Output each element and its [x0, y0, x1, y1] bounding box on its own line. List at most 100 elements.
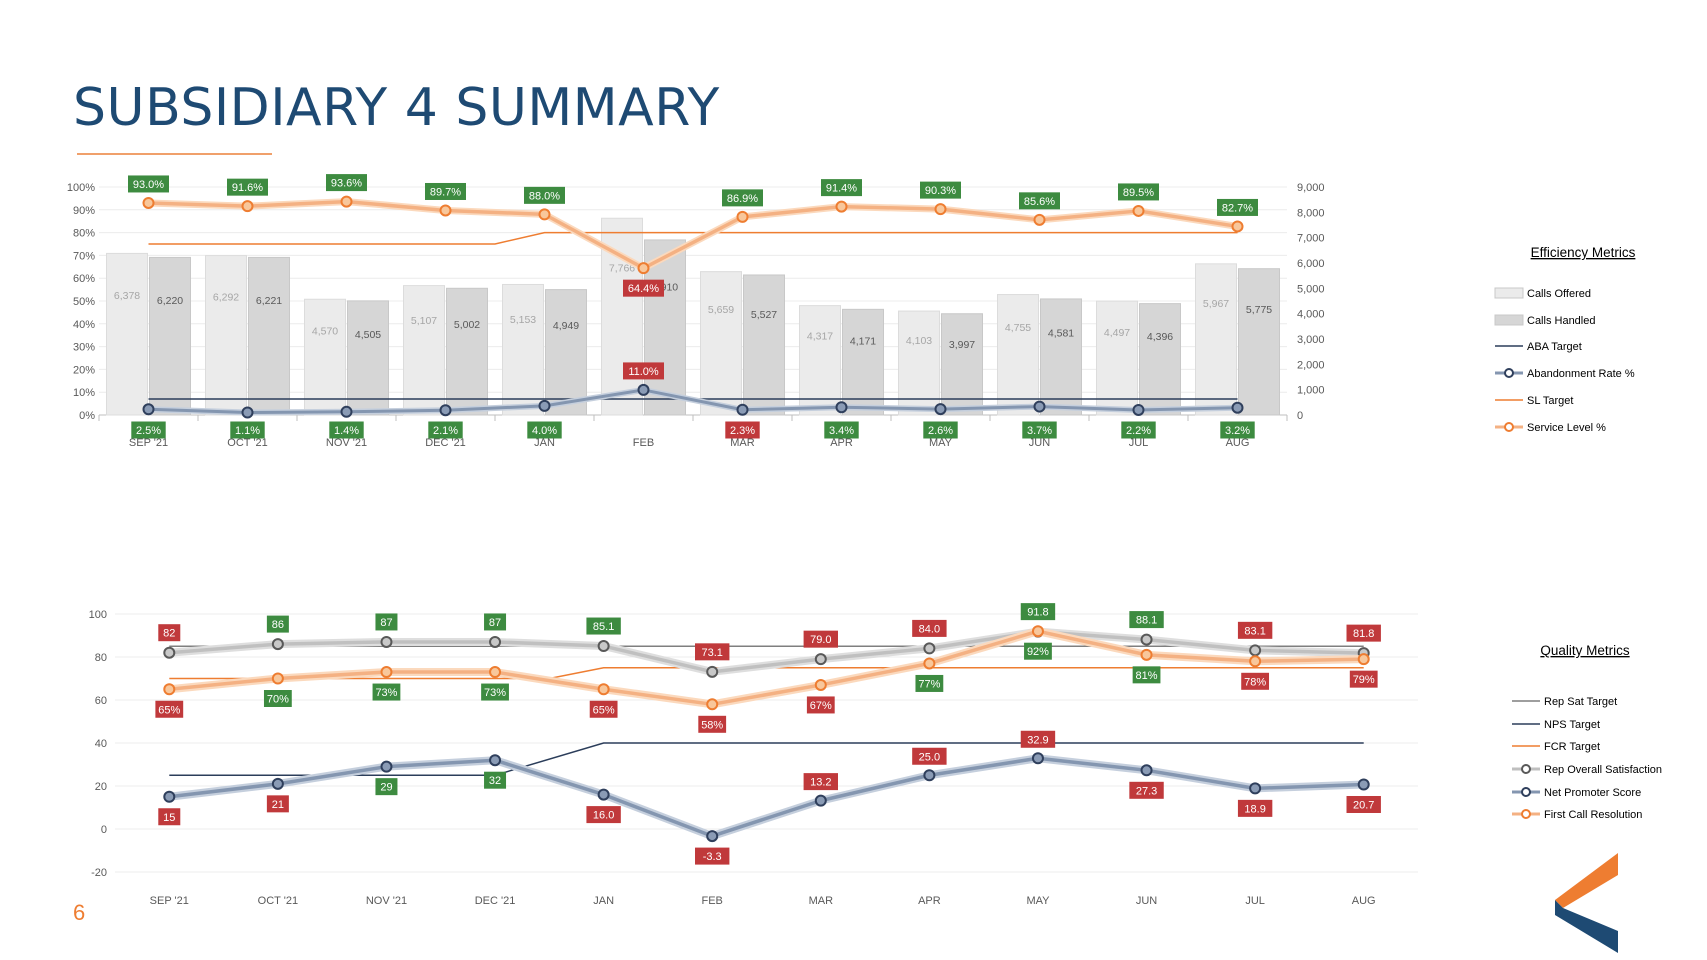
point-rep-overall-satisfaction — [163, 646, 176, 659]
data-label-box — [821, 179, 862, 197]
data-label-text: 58% — [701, 719, 723, 731]
data-label-text: 90.3% — [925, 185, 956, 197]
legend-swatch — [1494, 287, 1524, 299]
data-label-fcr: 73% — [481, 683, 509, 701]
bar-calls-handled — [248, 256, 290, 416]
data-label-nps: 16.0 — [586, 806, 621, 824]
bar-label-calls-offered: 5,967 — [1203, 298, 1229, 310]
x-tick-label: JUL — [1129, 437, 1149, 449]
point-rep-overall-satisfaction — [489, 635, 502, 648]
line-nps-target — [169, 742, 1364, 776]
bar-calls-offered — [1195, 263, 1237, 416]
title-underline — [77, 153, 272, 155]
bar-label-calls-handled: 6,220 — [157, 295, 183, 307]
x-tick-label: MAY — [929, 437, 953, 449]
bar-calls-handled — [941, 313, 983, 416]
bar-calls-handled — [149, 256, 191, 416]
data-label-text: 13.2 — [810, 777, 831, 789]
y-left-tick: 30% — [73, 342, 95, 354]
point-rep-overall-satisfaction — [271, 638, 284, 651]
data-label-box — [1129, 611, 1164, 629]
bar-label-calls-handled: 4,171 — [850, 336, 876, 348]
point-abandonment-rate — [142, 403, 155, 416]
efficiency-metrics-chart: 100% 90% 80% 70% 60% 50% 40% 30% 20% 10% 0% 9,000 8,… — [67, 174, 1636, 449]
line-net-promoter-score — [169, 756, 1364, 838]
data-label-box — [1346, 624, 1381, 642]
data-label-text: 15 — [163, 812, 175, 824]
point-service-level — [340, 195, 353, 208]
x-tick-label: AUG — [1226, 437, 1250, 449]
point-first-call-resolution — [380, 666, 393, 679]
data-label-nps: 20.7 — [1346, 795, 1381, 813]
data-label-rep-satisfaction: 91.8 — [1020, 603, 1056, 621]
x-tick-label: AUG — [1352, 895, 1376, 907]
data-label-text: 70% — [267, 694, 289, 706]
bar-label-calls-offered: 4,570 — [312, 326, 338, 338]
point-first-call-resolution — [1140, 648, 1153, 661]
point-first-call-resolution — [1357, 653, 1370, 666]
y-left-tick: 40% — [73, 319, 95, 331]
data-label-rep-satisfaction: 81.8 — [1346, 624, 1381, 642]
data-label-abandonment-rate: 2.1% — [428, 421, 463, 439]
data-label-box — [1132, 666, 1161, 684]
data-label-service-level: 89.5% — [1118, 183, 1159, 201]
point-rep-overall-satisfaction — [923, 642, 936, 655]
point-abandonment-rate — [1132, 403, 1145, 416]
y-tick: 60 — [95, 695, 107, 707]
x-tick-label: DEC '21 — [475, 895, 516, 907]
data-label-rep-satisfaction: 79.0 — [803, 630, 838, 648]
data-label-text: 73% — [375, 687, 397, 699]
y-right-tick: 6,000 — [1297, 258, 1325, 270]
data-label-box — [912, 747, 947, 765]
data-label-text: 93.6% — [331, 178, 362, 190]
data-label-rep-satisfaction: 87 — [484, 613, 507, 631]
data-label-text: 82.7% — [1222, 202, 1253, 214]
bar-label-calls-offered: 5,107 — [411, 315, 437, 327]
data-label-box — [158, 624, 181, 642]
data-label-nps: 32.9 — [1020, 730, 1056, 748]
data-label-text: 20.7 — [1353, 799, 1374, 811]
point-net-promoter-score — [1031, 752, 1044, 765]
bar-label-calls-offered: 4,497 — [1104, 327, 1130, 339]
data-label-box — [623, 362, 664, 380]
bar-label-calls-handled: 4,505 — [355, 329, 381, 341]
data-label-box — [425, 182, 466, 200]
data-label-text: 2.5% — [136, 425, 161, 437]
legend-marker — [1504, 368, 1514, 378]
bar-label-calls-handled: 5,002 — [454, 319, 480, 331]
data-label-box — [484, 771, 507, 789]
data-label-box — [266, 795, 289, 813]
point-net-promoter-score — [706, 830, 719, 843]
data-label-box — [1241, 672, 1270, 690]
data-label-text: 93.0% — [133, 179, 164, 191]
data-label-box — [695, 643, 730, 661]
data-label-box — [230, 421, 265, 439]
data-label-text: 73.1 — [701, 647, 722, 659]
x-tick-label: FEB — [702, 895, 723, 907]
point-service-level — [1132, 204, 1145, 217]
x-tick-label: MAR — [730, 437, 755, 449]
data-label-text: 2.2% — [1126, 425, 1151, 437]
legend-label: Calls Offered — [1527, 288, 1591, 300]
point-service-level — [934, 203, 947, 216]
data-label-rep-satisfaction: 88.1 — [1129, 611, 1164, 629]
data-label-text: 16.0 — [593, 810, 614, 822]
data-label-text: 89.5% — [1123, 187, 1154, 199]
data-label-nps: 25.0 — [912, 747, 947, 765]
data-label-fcr: 92% — [1024, 642, 1052, 660]
x-tick-label: SEP '21 — [129, 437, 168, 449]
data-label-rep-satisfaction: 84.0 — [912, 619, 947, 637]
point-service-level — [1231, 220, 1244, 233]
data-label-box — [803, 773, 838, 791]
y-tick: 40 — [95, 738, 107, 750]
legend-label: NPS Target — [1544, 719, 1600, 731]
data-label-nps: 21 — [266, 795, 289, 813]
x-tick-label: JAN — [534, 437, 555, 449]
data-label-service-level: 91.6% — [227, 178, 268, 196]
data-label-service-level: 93.6% — [326, 174, 367, 192]
point-abandonment-rate — [934, 403, 947, 416]
y-left-tick: 20% — [73, 364, 95, 376]
data-label-text: 88.1 — [1136, 615, 1157, 627]
x-tick-label: OCT '21 — [227, 437, 267, 449]
data-label-text: 81.8 — [1353, 628, 1374, 640]
